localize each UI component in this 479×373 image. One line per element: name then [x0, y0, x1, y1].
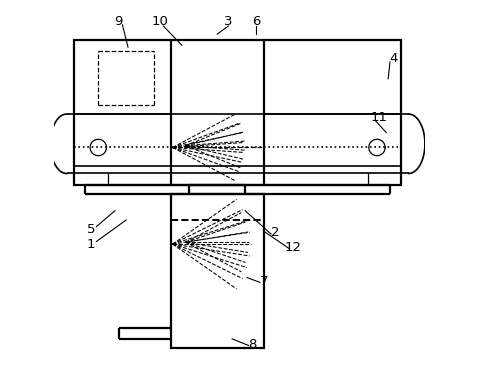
Bar [171, 194, 263, 348]
Text: 6: 6 [252, 15, 261, 28]
Text: 2: 2 [271, 226, 279, 239]
Text: 5: 5 [87, 223, 95, 236]
Text: 7: 7 [260, 275, 268, 288]
Text: 3: 3 [224, 15, 233, 28]
Text: 9: 9 [114, 15, 123, 28]
Text: 12: 12 [285, 241, 302, 254]
Text: 4: 4 [389, 52, 398, 65]
Text: 1: 1 [87, 238, 95, 251]
Bar [74, 40, 401, 185]
Text: 11: 11 [370, 111, 388, 124]
Text: 10: 10 [151, 15, 168, 28]
Text: 8: 8 [248, 338, 257, 351]
